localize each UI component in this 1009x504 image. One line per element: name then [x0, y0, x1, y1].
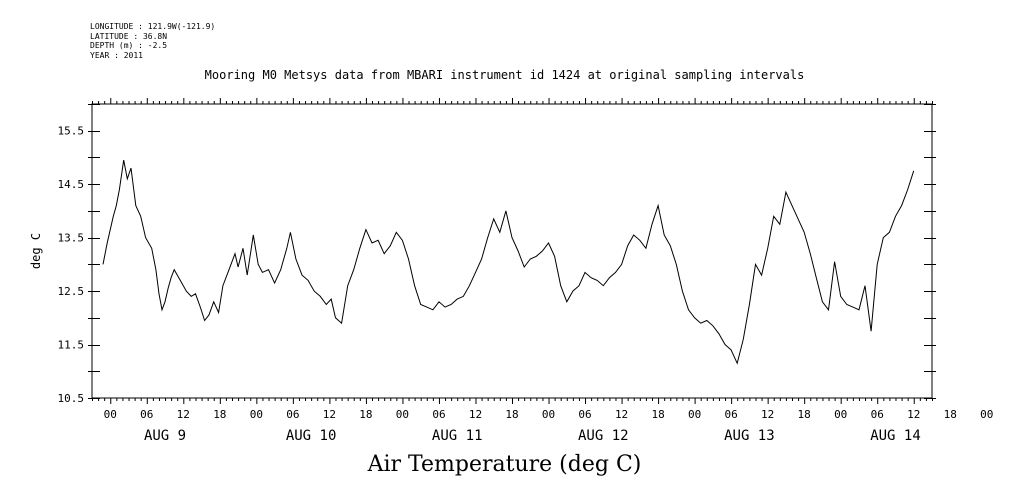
x-tick-label: 12 — [469, 408, 482, 421]
plot-frame — [91, 103, 933, 399]
x-tick-label: 12 — [615, 408, 628, 421]
day-label: AUG 10 — [286, 428, 337, 444]
x-tick-label: 06 — [871, 408, 884, 421]
y-tick-label: 10.5 — [58, 392, 85, 405]
day-label: AUG 12 — [578, 428, 629, 444]
x-tick-label: 12 — [323, 408, 336, 421]
air-temperature-line — [102, 160, 915, 365]
x-tick-label: 00 — [396, 408, 409, 421]
x-tick-label: 06 — [286, 408, 299, 421]
latitude-label: LATITUDE : 36.8N — [90, 31, 168, 41]
metadata-block: LONGITUDE : 121.9W(-121.9) LATITUDE : 36… — [90, 22, 215, 60]
y-tick-label: 13.5 — [58, 232, 85, 245]
depth-label: DEPTH (m) : -2.5 — [90, 41, 168, 50]
x-tick-label: 00 — [104, 408, 117, 421]
x-tick-label: 00 — [834, 408, 847, 421]
day-label: AUG 11 — [432, 428, 483, 444]
x-tick-label: 18 — [944, 408, 957, 421]
day-label: AUG 13 — [724, 428, 775, 444]
label-layer: 00 06 12 18 00 06 12 18 00 06 12 18 00 06 12 18 00 06 12 18… — [58, 125, 994, 444]
x-tick-label: 18 — [798, 408, 811, 421]
variable-title: Air Temperature (deg C) — [367, 452, 642, 477]
x-tick-label: 06 — [140, 408, 153, 421]
longitude-label: LONGITUDE : 121.9W(-121.9) — [90, 22, 216, 31]
y-axis-label: deg C — [29, 233, 43, 269]
x-tick-label: 00 — [980, 408, 993, 421]
y-tick-label: 11.5 — [58, 339, 85, 352]
tick-layer — [88, 98, 936, 404]
x-tick-label: 06 — [725, 408, 738, 421]
x-tick-label: 12 — [177, 408, 190, 421]
x-tick-label: 18 — [505, 408, 518, 421]
x-tick-label: 12 — [907, 408, 920, 421]
day-label: AUG 9 — [144, 428, 186, 444]
x-tick-label: 00 — [688, 408, 701, 421]
y-tick-label: 14.5 — [58, 178, 85, 191]
x-tick-label: 18 — [359, 408, 372, 421]
day-label: AUG 14 — [870, 428, 921, 444]
x-tick-label: 18 — [651, 408, 664, 421]
x-tick-label: 06 — [432, 408, 445, 421]
x-tick-label: 06 — [578, 408, 591, 421]
x-tick-label: 00 — [542, 408, 555, 421]
year-label: YEAR : 2011 — [90, 50, 143, 60]
y-tick-label: 15.5 — [58, 125, 85, 138]
x-tick-label: 12 — [761, 408, 774, 421]
chart-title: Mooring M0 Metsys data from MBARI instru… — [204, 68, 805, 82]
x-tick-label: 18 — [213, 408, 226, 421]
y-tick-label: 12.5 — [58, 285, 85, 298]
x-tick-label: 00 — [250, 408, 263, 421]
